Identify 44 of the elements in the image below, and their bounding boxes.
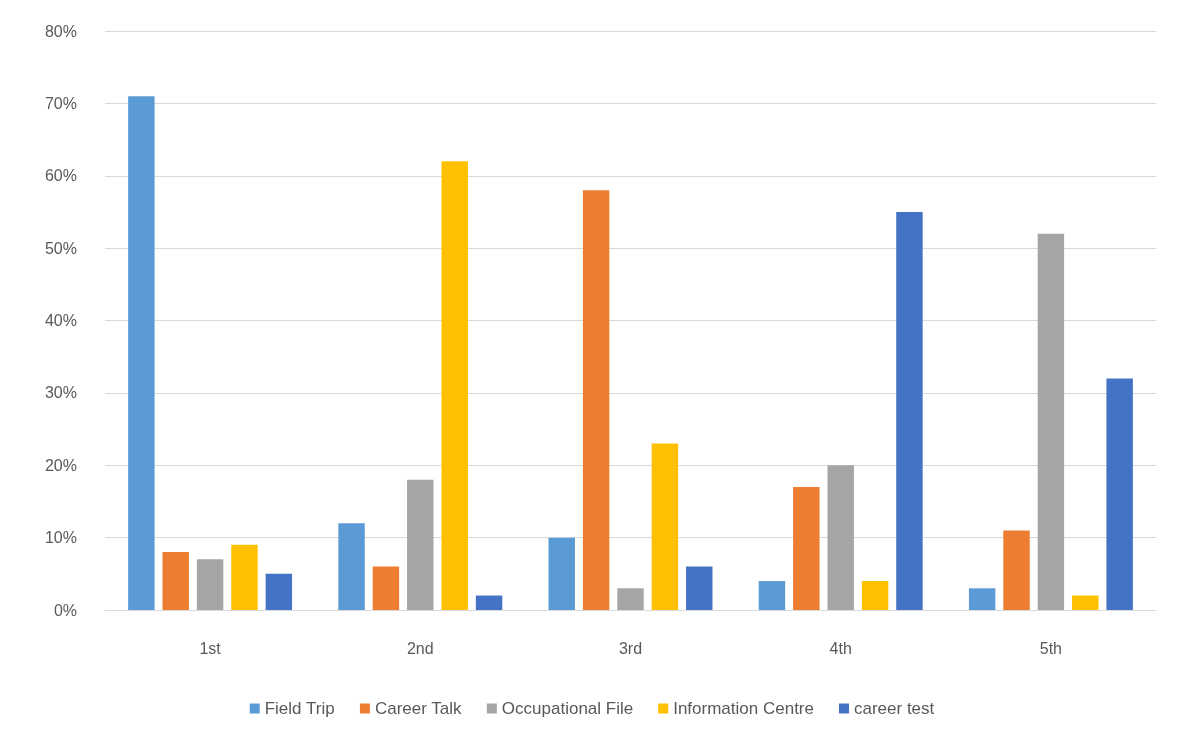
bar bbox=[793, 486, 820, 610]
bar bbox=[686, 566, 713, 610]
bar bbox=[407, 479, 434, 610]
bar bbox=[1106, 378, 1133, 610]
bar bbox=[968, 588, 996, 610]
y-tick-label: 40% bbox=[44, 312, 77, 329]
y-tick-label: 10% bbox=[44, 529, 77, 547]
y-tick-label: 0% bbox=[53, 601, 77, 619]
bar bbox=[1003, 530, 1030, 610]
bar bbox=[758, 581, 786, 610]
x-tick-label: 1st bbox=[199, 639, 222, 657]
bar bbox=[475, 595, 503, 610]
y-tick-label: 80% bbox=[44, 22, 77, 40]
bar bbox=[196, 559, 224, 610]
bar bbox=[548, 537, 575, 610]
x-tick-label: 3rd bbox=[618, 639, 643, 657]
bar bbox=[617, 588, 644, 610]
bar bbox=[265, 573, 293, 610]
x-tick-label: 4th bbox=[829, 639, 852, 657]
bar bbox=[1037, 233, 1065, 610]
bar bbox=[128, 96, 155, 610]
x-tick-label: 5th bbox=[1039, 639, 1063, 657]
bar bbox=[441, 161, 468, 610]
legend-label: Information Centre bbox=[673, 699, 814, 718]
bar bbox=[162, 552, 189, 610]
legend-label: Field Trip bbox=[264, 699, 335, 718]
legend-label: career test bbox=[853, 699, 935, 718]
legend-label: Career Talk bbox=[374, 699, 463, 718]
y-tick-label: 20% bbox=[44, 456, 77, 474]
bar bbox=[372, 566, 400, 610]
bar bbox=[896, 211, 923, 610]
y-tick-label: 30% bbox=[44, 384, 77, 402]
bar bbox=[1072, 595, 1099, 610]
bar bbox=[651, 443, 679, 610]
y-tick-label: 60% bbox=[44, 167, 77, 185]
bar bbox=[861, 581, 889, 610]
bar bbox=[338, 523, 365, 610]
y-tick-label: 70% bbox=[44, 94, 77, 112]
x-tick-label: 2nd bbox=[406, 639, 434, 657]
bar bbox=[582, 190, 610, 610]
bar bbox=[827, 465, 854, 610]
bar bbox=[231, 544, 258, 610]
y-tick-label: 50% bbox=[44, 239, 77, 257]
legend-label: Occupational File bbox=[501, 699, 634, 718]
